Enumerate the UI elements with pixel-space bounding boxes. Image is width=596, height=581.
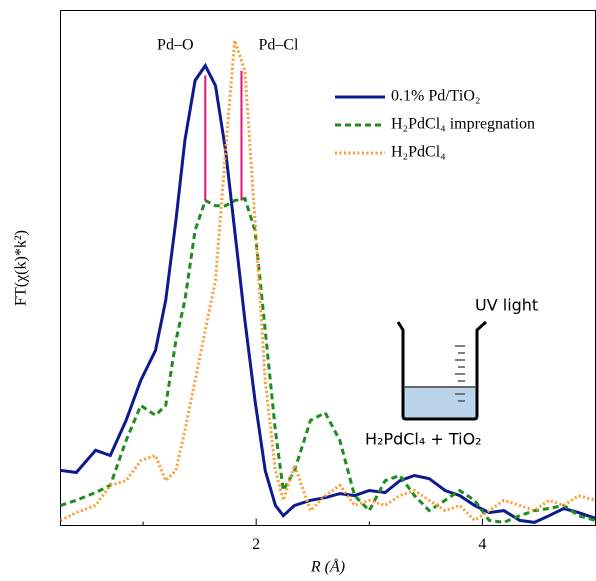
series-line: [60, 39, 596, 523]
x-tick-label: 4: [478, 536, 486, 553]
x-axis-label: R (Å): [310, 558, 345, 576]
peak-label: Pd–Cl: [258, 37, 299, 54]
legend-label: H₂PdCl₄ impregnation: [391, 116, 535, 133]
peak-label: Pd–O: [157, 37, 193, 54]
beaker-outline: [396, 320, 487, 421]
beaker-liquid: [403, 388, 477, 419]
plot-frame: [60, 10, 596, 526]
series-line: [60, 62, 596, 524]
x-tick-label: 2: [252, 536, 260, 553]
legend-label: 0.1% Pd/TiO₂: [391, 88, 480, 105]
y-axis-label: FT(χ(k)*k²): [13, 230, 30, 306]
series-line: [60, 196, 596, 524]
beaker-graduations: [455, 345, 465, 402]
legend-label: H₂PdCl₄: [391, 144, 446, 161]
inset-beaker: [396, 320, 487, 421]
inset-label: UV light: [475, 296, 538, 315]
inset-label: H₂PdCl₄ + TiO₂: [365, 430, 482, 449]
